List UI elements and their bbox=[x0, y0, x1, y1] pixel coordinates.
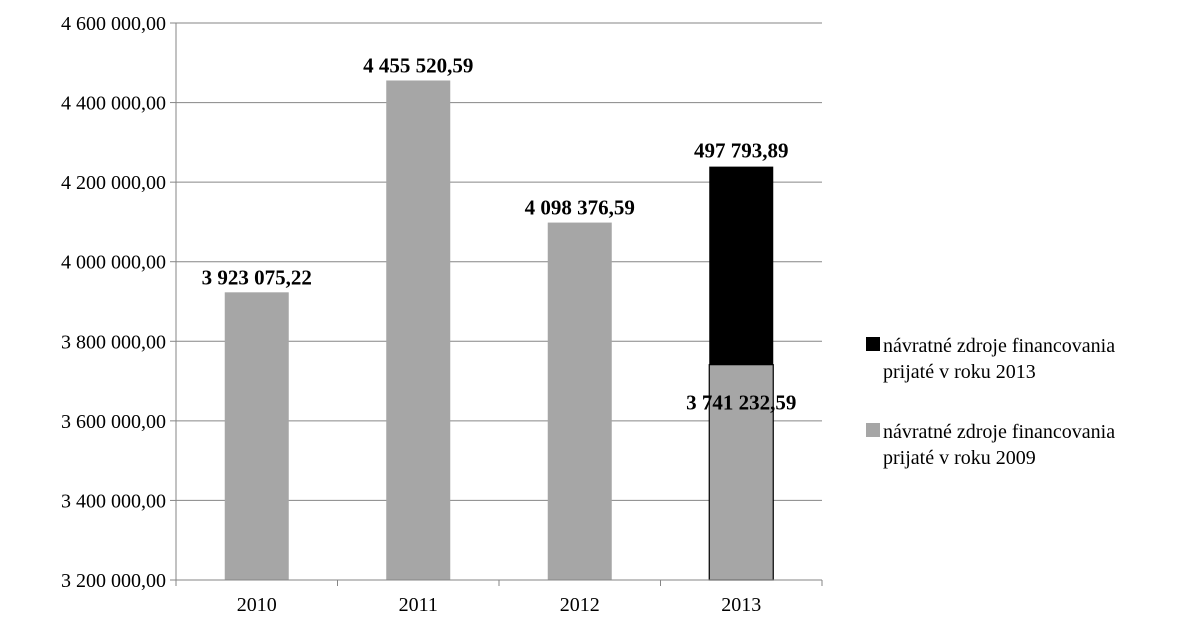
bar-2013-2013 bbox=[709, 166, 774, 365]
legend: návratné zdroje financovania prijaté v ro… bbox=[866, 335, 1115, 469]
bar-2010-2009 bbox=[224, 292, 289, 580]
x-tick-label: 2013 bbox=[721, 594, 761, 616]
data-labels: 3 923 075,22 4 455 520,59 4 098 376,59 3 74… bbox=[202, 53, 797, 414]
y-tick-label: 3 200 000,00 bbox=[61, 570, 166, 592]
x-tick-label: 2011 bbox=[399, 594, 438, 616]
y-tick-label: 3 600 000,00 bbox=[61, 411, 166, 433]
bars bbox=[224, 80, 774, 581]
x-axis-tick-labels: 2010 2011 2012 2013 bbox=[237, 594, 762, 616]
x-tick-label: 2012 bbox=[560, 594, 600, 616]
y-tick-label: 3 400 000,00 bbox=[61, 490, 166, 512]
legend-label: návratné zdroje financovania bbox=[883, 421, 1115, 443]
bar-2012-2009 bbox=[547, 222, 612, 580]
legend-label: návratné zdroje financovania bbox=[883, 335, 1115, 357]
data-label: 497 793,89 bbox=[694, 139, 789, 163]
data-label: 3 741 232,59 bbox=[686, 390, 796, 414]
x-tick-label: 2010 bbox=[237, 594, 277, 616]
y-axis-tick-labels: 3 200 000,00 3 400 000,00 3 600 000,00 3 80… bbox=[61, 13, 166, 592]
bar-2011-2009 bbox=[386, 80, 451, 580]
legend-swatch bbox=[866, 423, 880, 437]
y-tick-label: 3 800 000,00 bbox=[61, 331, 166, 353]
axes bbox=[170, 22, 823, 586]
y-tick-label: 4 000 000,00 bbox=[61, 252, 166, 274]
y-tick-label: 4 400 000,00 bbox=[61, 93, 166, 115]
legend-label: prijaté v roku 2013 bbox=[883, 361, 1036, 383]
y-tick-label: 4 200 000,00 bbox=[61, 172, 166, 194]
y-tick-label: 4 600 000,00 bbox=[61, 13, 166, 35]
data-label: 4 455 520,59 bbox=[363, 53, 473, 77]
legend-label: prijaté v roku 2009 bbox=[883, 447, 1036, 469]
data-label: 3 923 075,22 bbox=[202, 265, 312, 289]
data-label: 4 098 376,59 bbox=[525, 196, 635, 220]
legend-swatch bbox=[866, 337, 880, 351]
